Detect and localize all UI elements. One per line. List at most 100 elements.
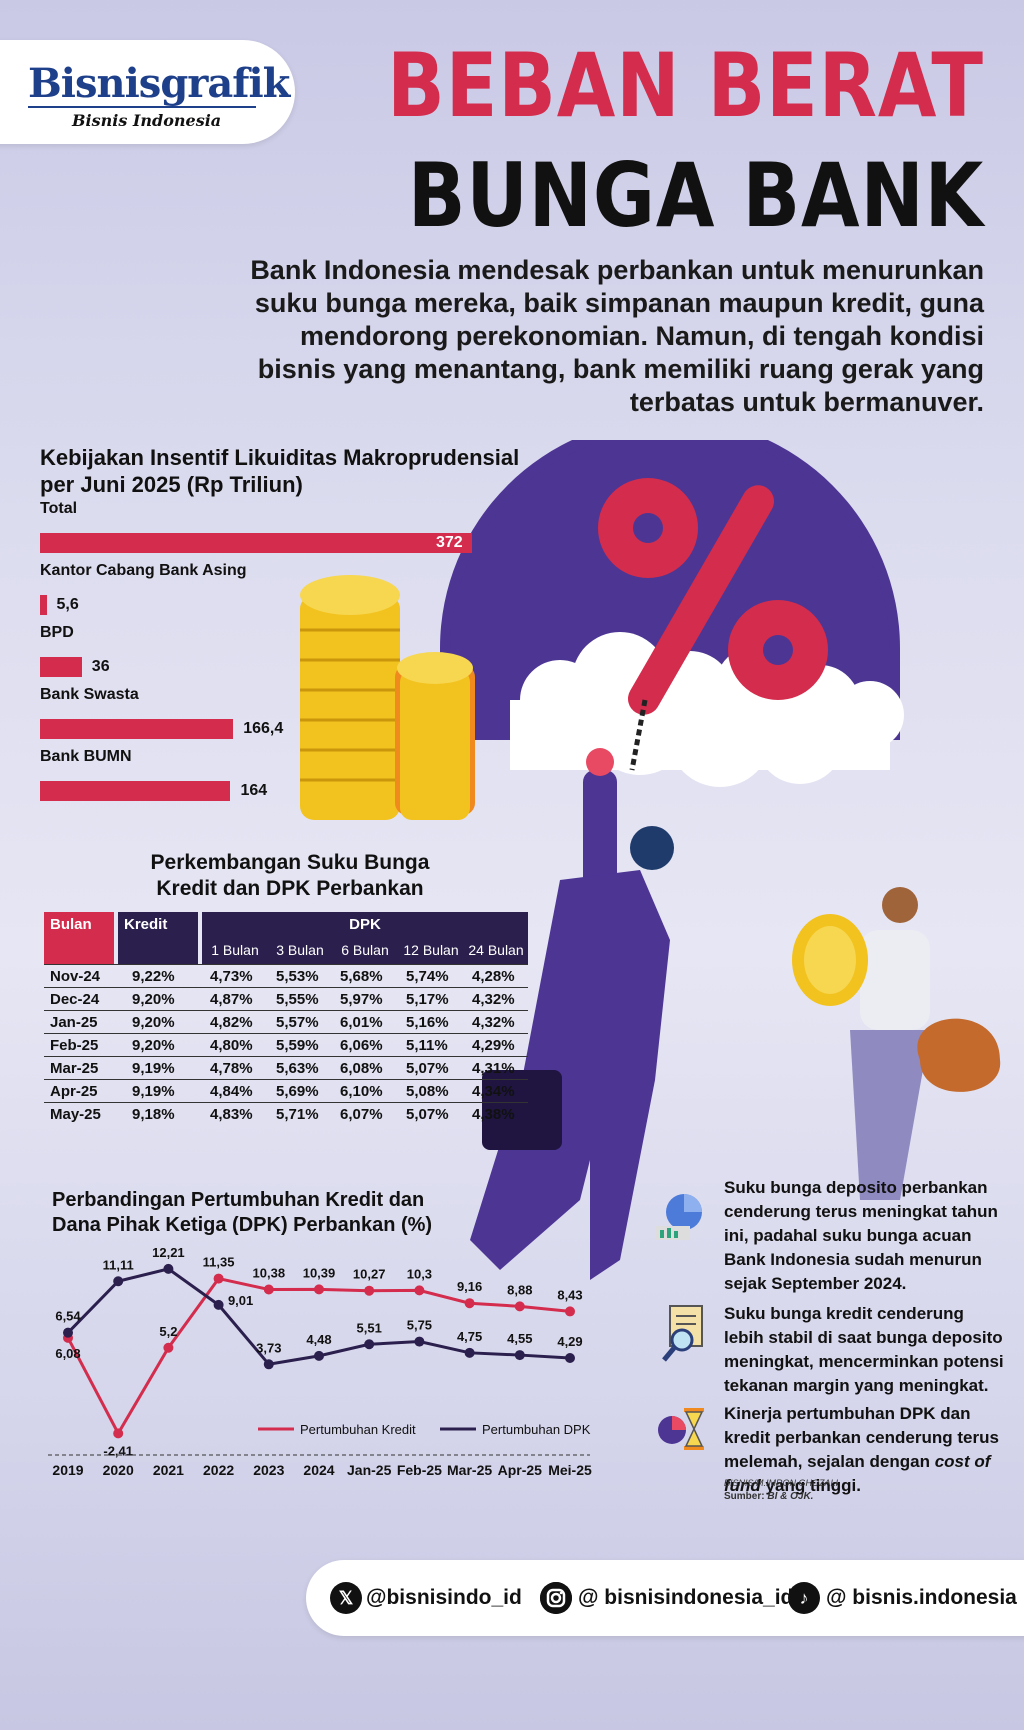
table-cell: 5,97% [332,987,398,1011]
data-point [263,1359,274,1370]
table-cell: 4,80% [202,1033,268,1057]
table-cell: 5,16% [398,1010,464,1034]
bar-label: Bank Swasta [40,686,139,703]
table-cell: 5,53% [268,964,332,988]
col-bulan: Bulan [44,912,114,965]
credit-author: BISNIS/M.IMRON GHOZALI [724,1478,839,1488]
table-cell: 5,68% [332,964,398,988]
table-cell [198,1079,202,1103]
table-cell: 6,06% [332,1033,398,1057]
x-tick-label: 2023 [253,1462,284,1478]
col-kredit: Kredit [118,912,198,965]
fact-2-text: Suku bunga kredit cenderung lebih stabil… [724,1304,1004,1395]
bar [40,595,47,615]
table-cell [114,1010,118,1034]
pie-chart-icon [654,1190,706,1247]
table-cell: Mar-25 [44,1056,114,1080]
data-point [63,1327,73,1338]
x-tick-label: 2021 [153,1462,184,1478]
data-label: 6,08 [55,1346,80,1361]
table-row: Nov-24 9,22% 4,73% 5,53% 5,68% 5,74% 4,28% [44,964,528,988]
data-point [163,1263,174,1274]
data-point [464,1347,475,1358]
fact-3-text: Kinerja pertumbuhan DPK dan kredit perba… [724,1404,999,1495]
table-cell: 5,07% [398,1102,464,1125]
table-cell: 5,07% [398,1056,464,1080]
table-cell [198,1010,202,1034]
table-cell [114,987,118,1011]
data-label: 9,16 [457,1279,482,1294]
businessman-figure [470,748,674,1280]
data-point [113,1428,124,1439]
social-tiktok-handle: @ bisnis.indonesia [826,1586,1017,1609]
instagram-icon [540,1582,572,1614]
coin-carrier-figure [792,887,1001,1200]
table-row: Jan-25 9,20% 4,82% 5,57% 6,01% 5,16% 4,32% [44,1010,528,1034]
col-dpk: DPK [202,912,528,937]
data-point [163,1342,174,1353]
table-cell [198,987,202,1011]
data-label: 5,2 [159,1324,177,1339]
tiktok-icon: ♪ [788,1582,820,1614]
credit-source: Sumber: BI & OJK. [724,1491,814,1502]
x-tick-label: 2022 [203,1462,234,1478]
table-cell: 4,31% [464,1056,528,1080]
table-cell [114,1102,118,1125]
col-dpk-tenor: 1 Bulan [202,936,268,965]
table-cell: Nov-24 [44,964,114,988]
data-point [314,1284,324,1295]
table-cell: 6,01% [332,1010,398,1034]
table-row: Mar-25 9,19% 4,78% 5,63% 6,08% 5,07% 4,31% [44,1056,528,1080]
data-label: 4,75 [457,1329,482,1344]
table-row: May-25 9,18% 4,83% 5,71% 6,07% 5,07% 4,38% [44,1102,528,1125]
data-point [414,1336,425,1347]
logo-pill: Bisnisgrafik Bisnis Indonesia [0,40,295,144]
table-cell [198,964,202,988]
table-cell [198,1102,202,1125]
table-cell: Dec-24 [44,987,114,1011]
data-point [113,1276,124,1287]
legend-label: Pertumbuhan DPK [482,1422,591,1437]
social-instagram-handle: @ bisnisindonesia_id [578,1586,794,1609]
bar-label: BPD [40,624,74,641]
data-label: 9,01 [228,1293,253,1308]
data-point [565,1306,575,1317]
table-cell: 6,07% [332,1102,398,1125]
data-point [514,1301,525,1312]
table-cell: 6,08% [332,1056,398,1080]
title-line-1: BEBAN BERAT [387,34,984,137]
x-tick-label: 2019 [52,1462,83,1478]
x-tick-label: Feb-25 [397,1462,442,1478]
bar [40,657,82,677]
table-cell: 9,19% [118,1079,198,1103]
table-cell: 4,73% [202,964,268,988]
table-cell: 5,17% [398,987,464,1011]
data-point [364,1339,375,1350]
bar-label: Kantor Cabang Bank Asing [40,562,247,579]
data-label: 10,3 [407,1266,432,1281]
table-row: Dec-24 9,20% 4,87% 5,55% 5,97% 5,17% 4,32% [44,987,528,1011]
table-title: Perkembangan Suku Bunga Kredit dan DPK P… [150,851,430,900]
table-cell: 5,63% [268,1056,332,1080]
table-cell: 5,69% [268,1079,332,1103]
table-cell [114,1056,118,1080]
data-point [414,1285,425,1296]
data-label: 4,48 [306,1332,331,1347]
table-cell: 5,71% [268,1102,332,1125]
data-label: 5,51 [357,1320,382,1335]
table-cell: 5,55% [268,987,332,1011]
table-row: Feb-25 9,20% 4,80% 5,59% 6,06% 5,11% 4,29% [44,1033,528,1057]
table-cell: 9,20% [118,1033,198,1057]
data-point [213,1273,224,1284]
social-x-handle: @bisnisindo_id [366,1586,522,1609]
bar-label: Bank BUMN [40,748,132,765]
x-tick-label: 2024 [303,1462,334,1478]
data-label: 10,27 [353,1267,386,1282]
data-label: 4,29 [557,1334,582,1349]
table-cell: May-25 [44,1102,114,1125]
bar-value-label: 372 [436,534,463,551]
coin-stack-icon [300,575,475,820]
table-row: Apr-25 9,19% 4,84% 5,69% 6,10% 5,08% 4,34% [44,1079,528,1103]
x-tick-label: 2020 [103,1462,134,1478]
social-bar [306,1560,1024,1636]
